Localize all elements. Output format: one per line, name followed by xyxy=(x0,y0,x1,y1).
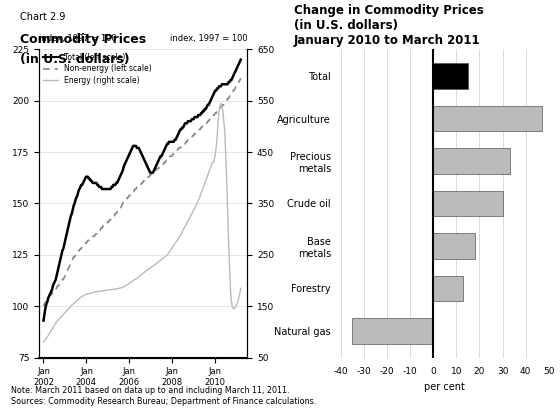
Legend: Total (left scale), Non-energy (left scale), Energy (right scale): Total (left scale), Non-energy (left sca… xyxy=(43,53,152,85)
Text: (in U.S. dollars): (in U.S. dollars) xyxy=(20,53,129,67)
Bar xyxy=(433,276,463,301)
Bar xyxy=(433,233,475,259)
Text: index, 1997 = 100: index, 1997 = 100 xyxy=(39,34,117,43)
X-axis label: per cent: per cent xyxy=(424,382,465,392)
Text: Chart 2.9: Chart 2.9 xyxy=(20,12,65,22)
Bar xyxy=(433,191,502,216)
Bar xyxy=(433,63,468,89)
Text: index, 1997 = 100: index, 1997 = 100 xyxy=(170,34,247,43)
Bar xyxy=(433,106,542,131)
Text: Commodity Prices: Commodity Prices xyxy=(20,33,146,46)
Text: Note: March 2011 based on data up to and including March 11, 2011.
Sources: Comm: Note: March 2011 based on data up to and… xyxy=(11,386,316,406)
Bar xyxy=(433,148,510,174)
Text: Change in Commodity Prices
(in U.S. dollars)
January 2010 to March 2011: Change in Commodity Prices (in U.S. doll… xyxy=(294,4,484,47)
Bar xyxy=(352,318,433,344)
